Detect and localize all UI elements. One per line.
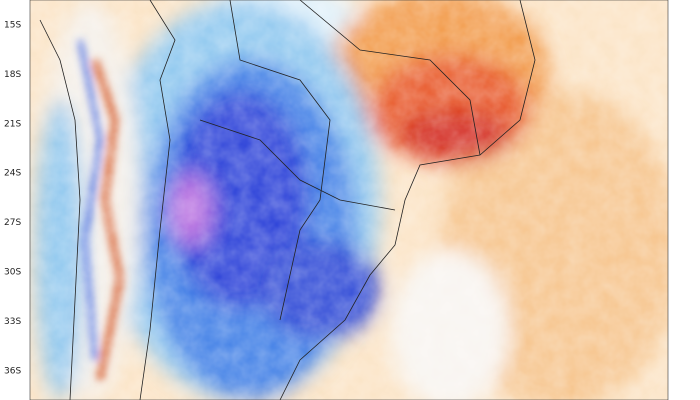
lat-label: 27S	[4, 218, 21, 228]
lat-label: 21S	[4, 119, 21, 129]
borders	[39, 0, 536, 400]
texture	[30, 0, 668, 400]
lat-label: 36S	[4, 366, 21, 376]
border-state	[299, 0, 481, 156]
coastline-west	[39, 19, 81, 400]
lat-label: 15S	[4, 21, 21, 31]
border-andes	[139, 0, 176, 400]
lat-label: 30S	[4, 268, 21, 278]
lat-label: 18S	[4, 70, 21, 80]
border-paraguay	[199, 119, 396, 211]
lat-label: 24S	[4, 169, 21, 179]
coastline-east	[279, 0, 536, 400]
border-inland	[229, 0, 331, 321]
lat-labels: 15S 18S 21S 24S 27S 30S 33S 36S	[4, 21, 21, 377]
map-frame	[29, 0, 669, 400]
map-field	[30, 0, 668, 400]
lat-label: 33S	[4, 317, 21, 327]
